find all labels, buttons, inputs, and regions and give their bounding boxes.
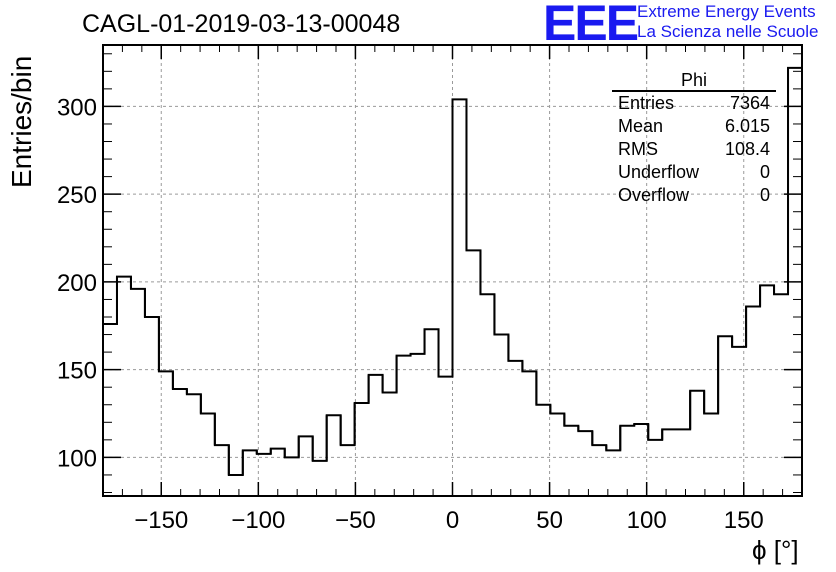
histogram-bin	[732, 347, 746, 496]
histogram-bin	[159, 371, 173, 496]
histogram-bin	[564, 426, 578, 496]
histogram-bin	[145, 317, 159, 496]
stats-label: RMS	[618, 139, 658, 159]
logo-line-2: La Scienza nelle Scuole	[637, 22, 819, 41]
stats-value: 108.4	[724, 139, 770, 159]
stats-row-entries: Entries 7364	[612, 92, 776, 115]
histogram-bin	[187, 394, 201, 496]
stats-label: Mean	[618, 116, 664, 136]
y-tick-labels: 100 150 200 250 300	[57, 94, 97, 472]
stats-value: 6.015	[724, 116, 770, 136]
stats-box: Phi Entries 7364 Mean 6.015 RMS 108.4 Un…	[612, 70, 776, 207]
histogram-bin	[383, 392, 397, 496]
stats-row-rms: RMS 108.4	[612, 138, 776, 161]
histogram-bin	[648, 440, 662, 496]
logo-line-1: Extreme Energy Events	[637, 2, 816, 21]
stats-value: 0	[759, 162, 770, 182]
x-axis-label: ϕ [°]	[752, 535, 799, 565]
histogram-bin	[397, 356, 411, 496]
histogram-bin	[606, 450, 620, 496]
histogram-bin	[480, 294, 494, 496]
histogram-bin	[690, 391, 704, 496]
x-tick-labels: −150 −100 −50 0 50 100 150	[134, 507, 764, 534]
histogram-bin	[760, 285, 774, 496]
histogram-bin	[103, 324, 117, 496]
histogram-bin	[243, 450, 257, 496]
histogram-bin	[313, 461, 327, 496]
y-tick-label: 250	[57, 182, 97, 209]
histogram-bin	[425, 329, 439, 496]
chart-title: CAGL-01-2019-03-13-00048	[82, 10, 401, 38]
stats-row-mean: Mean 6.015	[612, 115, 776, 138]
histogram-bin	[411, 354, 425, 496]
histogram	[103, 66, 802, 496]
histogram-bin	[453, 99, 467, 496]
eee-logo-text: Extreme Energy Events La Scienza nelle S…	[637, 2, 818, 42]
x-tick-label: 50	[536, 507, 563, 534]
histogram-bin	[341, 445, 355, 496]
x-tick-label: −150	[134, 507, 188, 534]
histogram-bin	[355, 403, 369, 496]
x-tick-label: 150	[724, 507, 764, 534]
y-tick-label: 300	[57, 94, 97, 121]
histogram-bin	[201, 414, 215, 496]
histogram-bin	[117, 277, 131, 496]
histogram-bin	[285, 457, 299, 496]
histogram-bin	[439, 377, 453, 496]
histogram-bin	[676, 429, 690, 496]
histogram-bin	[578, 431, 592, 496]
y-axis-label: Entries/bin	[6, 55, 37, 188]
histogram-bin	[592, 445, 606, 496]
histogram-bin	[550, 414, 564, 496]
x-tick-label: 100	[627, 507, 667, 534]
stats-title: Phi	[612, 70, 776, 92]
stats-label: Overflow	[618, 185, 690, 205]
x-tick-label: 0	[446, 507, 459, 534]
stats-row-underflow: Underflow 0	[612, 161, 776, 184]
stats-value: 0	[759, 185, 770, 205]
histogram-bin	[271, 449, 285, 496]
histogram-bin	[522, 371, 536, 496]
x-tick-label: −50	[335, 507, 376, 534]
stats-row-overflow: Overflow 0	[612, 184, 776, 207]
histogram-bin	[508, 361, 522, 496]
stats-label: Entries	[618, 93, 675, 113]
histogram-bin	[774, 294, 788, 496]
histogram-bin	[466, 250, 480, 496]
x-tick-label: −100	[231, 507, 285, 534]
y-tick-label: 150	[57, 358, 97, 385]
histogram-bin	[327, 415, 341, 496]
eee-logo-mark: EEE	[543, 0, 639, 51]
histogram-bin	[369, 375, 383, 496]
histogram-bin	[620, 426, 634, 496]
y-tick-label: 100	[57, 445, 97, 472]
histogram-bin	[494, 335, 508, 496]
stats-value: 7364	[729, 93, 770, 113]
histogram-bin	[536, 405, 550, 496]
y-tick-label: 200	[57, 270, 97, 297]
axes	[102, 44, 803, 497]
histogram-bin	[704, 414, 718, 496]
histogram-bin	[131, 289, 145, 496]
stats-label: Underflow	[618, 162, 700, 182]
histogram-bin	[662, 429, 676, 496]
histogram-bin	[299, 436, 313, 496]
histogram-bin	[173, 389, 187, 496]
histogram-bin	[718, 336, 732, 496]
histogram-bin	[746, 306, 760, 496]
histogram-bin	[215, 445, 229, 496]
histogram-bin	[229, 475, 243, 496]
